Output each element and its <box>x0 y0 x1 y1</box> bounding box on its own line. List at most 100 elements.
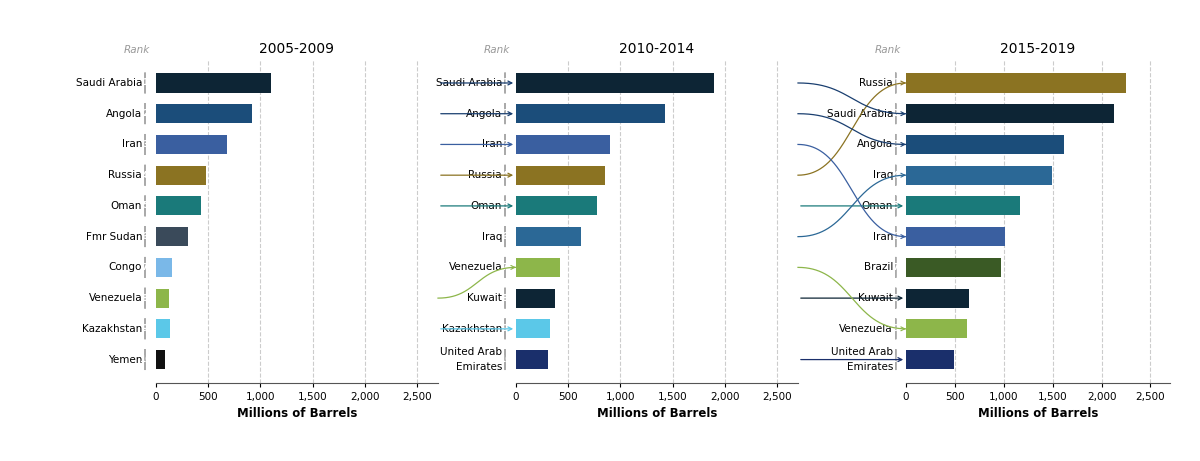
Bar <box>516 319 551 338</box>
Text: Iraq: Iraq <box>481 231 502 242</box>
Text: 7: 7 <box>142 263 149 272</box>
Title: 2010-2014: 2010-2014 <box>619 42 695 56</box>
Text: Russia: Russia <box>468 170 502 180</box>
Bar <box>156 258 172 277</box>
Text: 9: 9 <box>502 325 509 333</box>
Text: Iran: Iran <box>872 231 893 242</box>
Text: 10: 10 <box>139 355 151 364</box>
Text: Russia: Russia <box>859 78 893 88</box>
Text: Kazakhstan: Kazakhstan <box>82 324 142 334</box>
Text: United Arab: United Arab <box>440 347 502 357</box>
Text: Venezuela: Venezuela <box>449 262 502 272</box>
Bar <box>906 289 968 307</box>
Text: Kuwait: Kuwait <box>467 293 502 303</box>
Text: 3: 3 <box>893 140 899 149</box>
Bar <box>906 319 967 338</box>
X-axis label: Millions of Barrels: Millions of Barrels <box>596 407 718 420</box>
Text: 2: 2 <box>893 109 899 118</box>
Bar <box>516 73 714 93</box>
Text: 4: 4 <box>142 171 149 180</box>
Bar <box>156 104 252 123</box>
Bar <box>156 165 206 185</box>
Text: 9: 9 <box>893 325 899 333</box>
Text: Oman: Oman <box>470 201 502 211</box>
Bar <box>906 165 1051 185</box>
Text: Saudi Arabia: Saudi Arabia <box>76 78 142 88</box>
Text: Iran: Iran <box>481 139 502 149</box>
Text: Rank: Rank <box>484 45 510 55</box>
Text: Russia: Russia <box>108 170 142 180</box>
Text: Iraq: Iraq <box>872 170 893 180</box>
Text: Kazakhstan: Kazakhstan <box>442 324 502 334</box>
Bar <box>516 104 665 123</box>
Text: Saudi Arabia: Saudi Arabia <box>436 78 502 88</box>
Text: Fmr Sudan: Fmr Sudan <box>85 231 142 242</box>
Bar <box>156 227 188 246</box>
Title: 2015-2019: 2015-2019 <box>1001 42 1075 56</box>
Bar <box>156 135 227 154</box>
Text: 8: 8 <box>502 294 508 302</box>
Text: Angola: Angola <box>466 109 502 119</box>
Text: 2: 2 <box>142 109 148 118</box>
Bar <box>906 73 1126 93</box>
Text: 10: 10 <box>499 355 511 364</box>
Text: 5: 5 <box>502 201 508 210</box>
Bar <box>906 258 1001 277</box>
Text: 4: 4 <box>893 171 899 180</box>
Text: Brazil: Brazil <box>864 262 893 272</box>
Bar <box>906 227 1004 246</box>
X-axis label: Millions of Barrels: Millions of Barrels <box>978 407 1098 420</box>
Bar <box>516 196 598 215</box>
Text: Emirates: Emirates <box>847 362 893 372</box>
Text: United Arab: United Arab <box>830 347 893 357</box>
Text: 7: 7 <box>893 263 899 272</box>
Bar <box>516 350 548 369</box>
Bar <box>906 104 1115 123</box>
Bar <box>516 227 581 246</box>
Text: 8: 8 <box>893 294 899 302</box>
Bar <box>516 165 605 185</box>
Text: 6: 6 <box>502 232 508 241</box>
Text: 3: 3 <box>502 140 508 149</box>
Bar <box>156 350 166 369</box>
Text: Iran: Iran <box>121 139 142 149</box>
Bar <box>156 73 271 93</box>
Bar <box>906 350 954 369</box>
Title: 2005-2009: 2005-2009 <box>259 42 335 56</box>
Text: 6: 6 <box>893 232 899 241</box>
Text: Yemen: Yemen <box>108 355 142 365</box>
Text: 5: 5 <box>893 201 899 210</box>
Bar <box>156 289 168 307</box>
Text: Kuwait: Kuwait <box>858 293 893 303</box>
Text: 7: 7 <box>502 263 509 272</box>
Text: Congo: Congo <box>109 262 142 272</box>
Text: 1: 1 <box>502 78 508 88</box>
Text: Venezuela: Venezuela <box>839 324 893 334</box>
Text: 1: 1 <box>893 78 899 88</box>
Text: Oman: Oman <box>110 201 142 211</box>
Text: 10: 10 <box>889 355 902 364</box>
Text: 4: 4 <box>502 171 509 180</box>
Text: Oman: Oman <box>862 201 893 211</box>
Bar <box>516 135 610 154</box>
Text: Emirates: Emirates <box>456 362 502 372</box>
Text: Rank: Rank <box>875 45 901 55</box>
Bar <box>516 289 554 307</box>
Text: 8: 8 <box>142 294 148 302</box>
X-axis label: Millions of Barrels: Millions of Barrels <box>236 407 358 420</box>
Text: Rank: Rank <box>124 45 150 55</box>
Text: 9: 9 <box>142 325 149 333</box>
Text: 1: 1 <box>142 78 148 88</box>
Bar <box>906 135 1064 154</box>
Text: Saudi Arabia: Saudi Arabia <box>827 109 893 119</box>
Bar <box>516 258 560 277</box>
Bar <box>156 319 170 338</box>
Bar <box>156 196 200 215</box>
Text: Angola: Angola <box>857 139 893 149</box>
Text: 2: 2 <box>502 109 508 118</box>
Text: Venezuela: Venezuela <box>89 293 142 303</box>
Text: 5: 5 <box>142 201 148 210</box>
Text: 6: 6 <box>142 232 148 241</box>
Text: Angola: Angola <box>106 109 142 119</box>
Text: 3: 3 <box>142 140 148 149</box>
